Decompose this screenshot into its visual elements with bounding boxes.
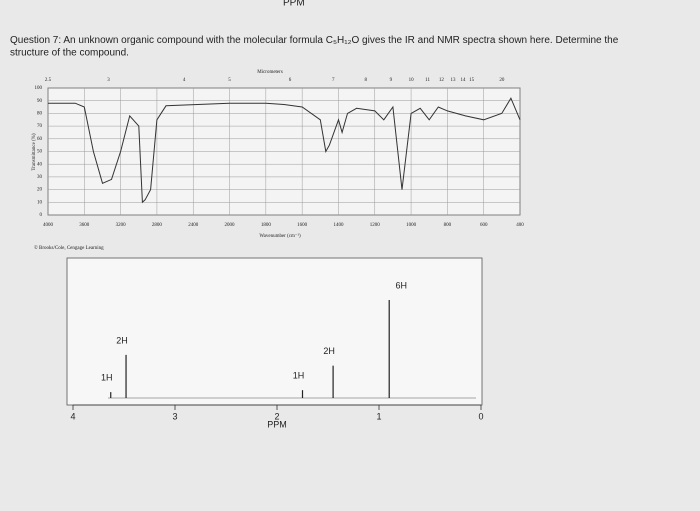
x-tick-label: 1400 — [333, 223, 344, 228]
x-tick-label: 800 — [444, 223, 452, 228]
top-tick-label: 15 — [469, 78, 475, 83]
y-tick-label: 70 — [37, 124, 43, 129]
x-tick-label: 3600 — [79, 223, 90, 228]
y-tick-label: 60 — [37, 137, 43, 142]
top-tick-label: 8 — [364, 78, 367, 83]
y-tick-label: 80 — [37, 112, 43, 117]
x-tick-label: 2000 — [225, 223, 236, 228]
top-tick-label: 6 — [289, 78, 292, 83]
y-tick-label: 50 — [37, 150, 43, 155]
top-tick-label: 5 — [228, 78, 231, 83]
top-tick-label: 11 — [425, 78, 430, 83]
question-rest: gives the IR and NMR spectra shown here.… — [362, 35, 619, 46]
top-tick-label: 20 — [499, 78, 505, 83]
y-axis-label: Transmittance (%) — [32, 133, 37, 171]
x-tick-label: 4000 — [43, 223, 54, 228]
x-tick-label: 1600 — [297, 223, 308, 228]
top-tick-label: 12 — [439, 78, 445, 83]
y-tick-label: 100 — [35, 86, 43, 91]
top-tick-label: 13 — [450, 78, 456, 83]
nmr-frame — [66, 257, 483, 406]
x-tick-label: 1000 — [406, 223, 417, 228]
x-tick-label: 3 — [172, 411, 177, 421]
top-tick-label: 7 — [332, 78, 335, 83]
top-tick-label: 4 — [183, 78, 186, 83]
ir-line — [48, 97, 521, 204]
question-line2: structure of the compound. — [10, 48, 129, 59]
x-tick-label: 600 — [480, 223, 488, 228]
x-tick-label: 400 — [516, 223, 524, 228]
top-axis-label: Micrometers — [257, 70, 283, 75]
x-tick-label: 2800 — [152, 223, 163, 228]
y-tick-label: 20 — [37, 188, 43, 193]
top-tick-label: 3 — [107, 78, 110, 83]
peak-label: 6H — [395, 280, 407, 290]
x-axis-label: PPM — [267, 419, 287, 429]
peak-label: 1H — [293, 371, 305, 381]
y-tick-label: 10 — [37, 200, 43, 205]
y-tick-label: 30 — [37, 175, 43, 180]
question-text: Question 7: An unknown organic compound … — [10, 35, 323, 46]
x-tick-label: 1 — [376, 411, 381, 421]
x-tick-label: 4 — [70, 411, 75, 421]
x-tick-label: 0 — [478, 411, 483, 421]
x-tick-label: 2 — [274, 411, 279, 421]
x-tick-label: 1200 — [370, 223, 381, 228]
x-tick-label: 1800 — [261, 223, 272, 228]
y-tick-label: 0 — [40, 213, 43, 218]
top-tick-label: 10 — [409, 78, 415, 83]
top-text: PPM — [283, 0, 305, 9]
x-tick-label: 2400 — [188, 223, 199, 228]
x-tick-label: 3200 — [116, 223, 127, 228]
formula: C₅H₁₂O — [326, 35, 360, 46]
y-tick-label: 40 — [37, 162, 43, 167]
peak-label: 2H — [323, 346, 335, 356]
question: Question 7: An unknown organic compound … — [10, 35, 619, 46]
top-tick-label: 2.5 — [45, 78, 52, 83]
y-tick-label: 90 — [37, 99, 43, 104]
credit: © Brooks/Cole, Cengage Learning — [34, 245, 104, 251]
peak-label: 1H — [101, 372, 113, 382]
x-axis-label: Wavenumber (cm⁻¹) — [259, 233, 301, 239]
top-tick-label: 9 — [390, 78, 393, 83]
top-tick-label: 14 — [460, 78, 466, 83]
peak-label: 2H — [116, 335, 128, 345]
